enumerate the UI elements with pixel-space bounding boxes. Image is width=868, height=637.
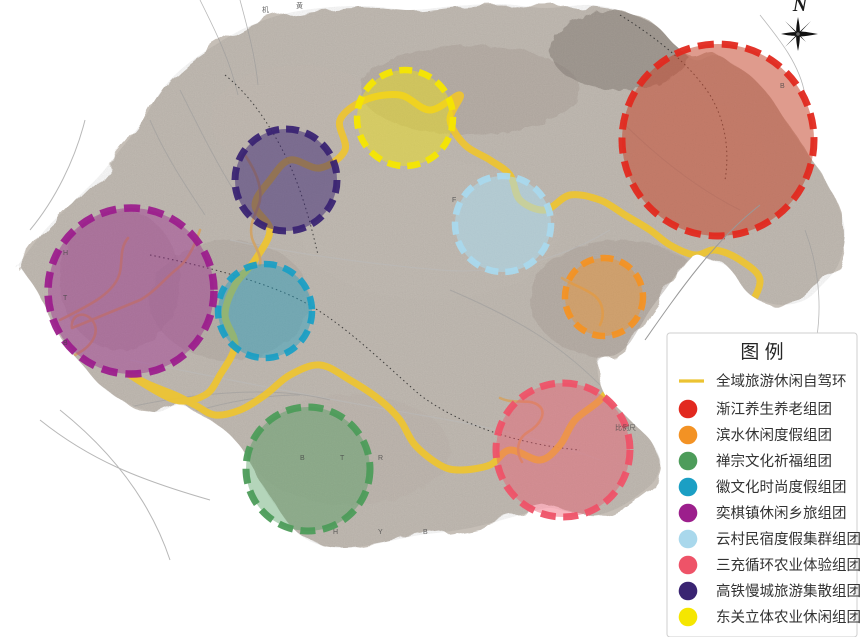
- svg-text:徽文化时尚度假组团: 徽文化时尚度假组团: [716, 479, 847, 496]
- svg-text:渐江养生养老组团: 渐江养生养老组团: [716, 401, 832, 418]
- svg-text:R: R: [378, 455, 383, 462]
- svg-text:B: B: [780, 83, 785, 90]
- svg-text:三充循环农业体验组团: 三充循环农业体验组团: [716, 557, 861, 574]
- svg-text:机: 机: [262, 5, 269, 14]
- svg-text:T: T: [340, 455, 345, 462]
- svg-text:B: B: [63, 340, 68, 347]
- svg-text:高铁慢城旅游集散组团: 高铁慢城旅游集散组团: [716, 583, 861, 600]
- svg-text:云村民宿度假集群组团: 云村民宿度假集群组团: [716, 531, 861, 548]
- svg-text:N: N: [792, 0, 809, 16]
- svg-text:奕棋镇休闲乡旅组团: 奕棋镇休闲乡旅组团: [716, 505, 847, 522]
- svg-text:图 例: 图 例: [740, 341, 783, 363]
- svg-text:比例尺: 比例尺: [615, 423, 636, 432]
- svg-text:全域旅游休闲自驾环: 全域旅游休闲自驾环: [716, 372, 847, 390]
- svg-text:H: H: [333, 529, 338, 536]
- svg-text:H: H: [63, 250, 68, 257]
- svg-text:Y: Y: [378, 529, 383, 536]
- svg-text:黄: 黄: [296, 1, 303, 10]
- svg-text:滨水休闲度假组团: 滨水休闲度假组团: [716, 427, 832, 444]
- svg-text:B: B: [300, 455, 305, 462]
- svg-text:F: F: [452, 197, 456, 204]
- svg-text:T: T: [63, 295, 68, 302]
- svg-text:东关立体农业休闲组团: 东关立体农业休闲组团: [716, 609, 861, 626]
- svg-text:B: B: [423, 529, 428, 536]
- svg-text:禅宗文化祈福组团: 禅宗文化祈福组团: [716, 453, 832, 470]
